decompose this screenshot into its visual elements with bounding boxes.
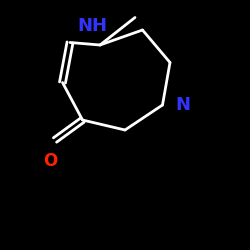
Text: N: N bbox=[175, 96, 190, 114]
Text: O: O bbox=[43, 152, 57, 170]
Text: NH: NH bbox=[78, 17, 108, 35]
